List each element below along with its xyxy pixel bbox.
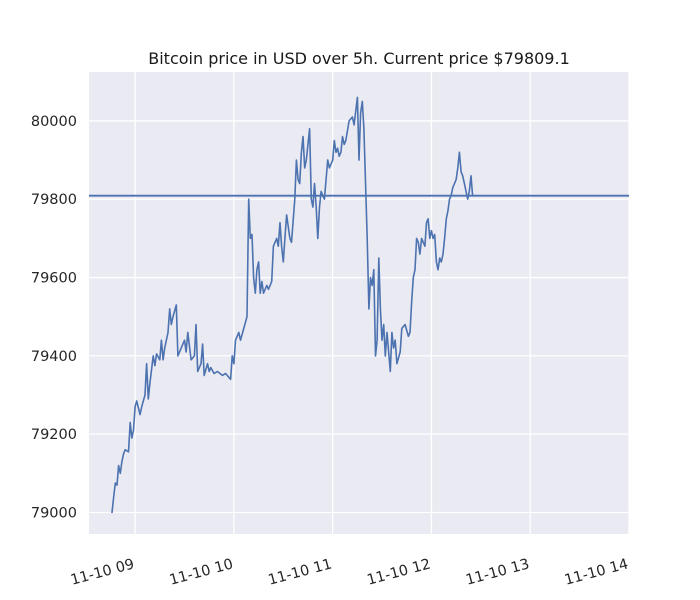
y-tick-label: 79600 [31, 271, 77, 287]
y-tick-label: 79800 [31, 192, 77, 208]
chart-title: Bitcoin price in USD over 5h. Current pr… [148, 49, 570, 68]
x-tick-labels: 11-10 09 11-10 10 11-10 11 11-10 12 11-10 13… [69, 556, 630, 588]
x-tick-label: 11-10 13 [464, 556, 531, 588]
y-tick-labels: 79000 79200 79400 79600 79800 80000 [31, 114, 77, 522]
x-tick-label: 11-10 14 [563, 556, 630, 588]
x-tick-label: 11-10 12 [365, 556, 432, 588]
y-tick-label: 79000 [31, 505, 77, 521]
x-tick-label: 11-10 11 [267, 556, 334, 588]
y-tick-label: 80000 [31, 114, 77, 130]
x-tick-label: 11-10 09 [69, 556, 136, 588]
y-tick-label: 79400 [31, 349, 77, 365]
x-tick-label: 11-10 10 [168, 556, 235, 588]
series-layer [111, 96, 474, 514]
price-series-line [111, 96, 474, 514]
y-tick-label: 79200 [31, 427, 77, 443]
grid [89, 72, 630, 534]
